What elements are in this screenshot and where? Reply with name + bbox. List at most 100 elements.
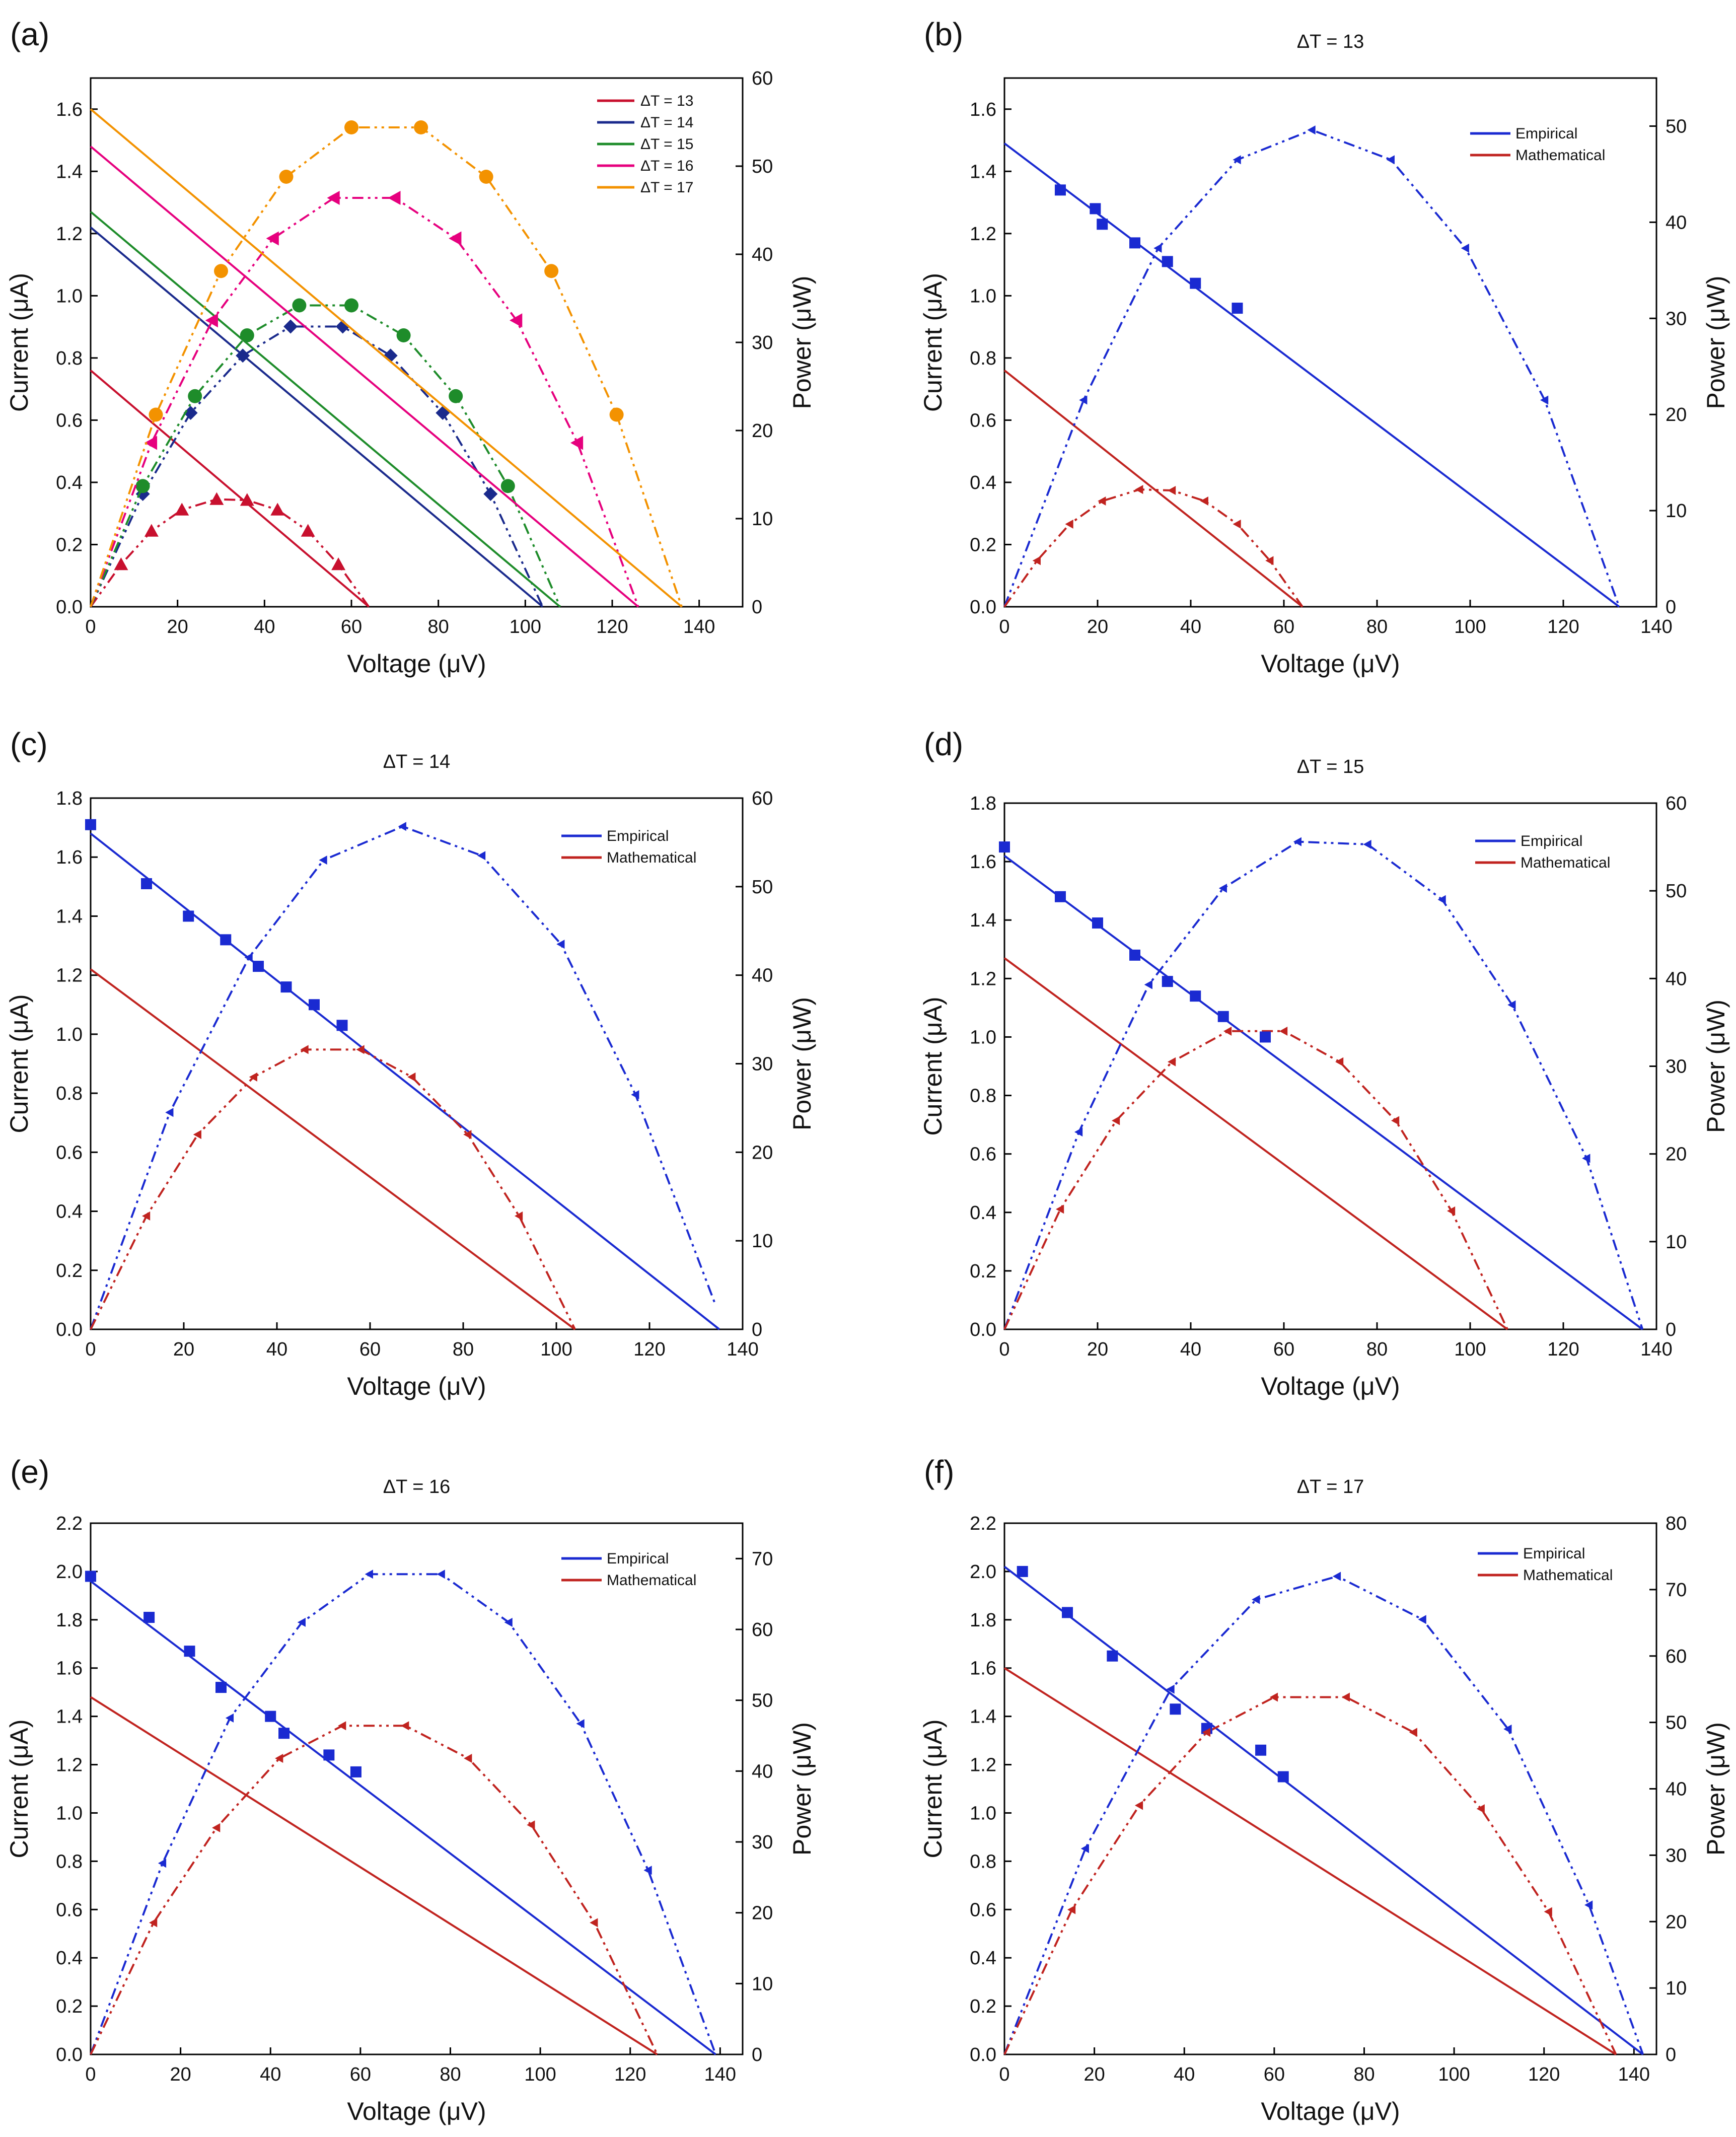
x-tick-label: 0 bbox=[85, 2064, 96, 2085]
y-tick-label: 1.0 bbox=[56, 1024, 83, 1045]
y-tick-label: 1.2 bbox=[970, 1755, 996, 1776]
x-axis-label: Voltage (μV) bbox=[1261, 2097, 1400, 2125]
y-tick-label: 1.4 bbox=[970, 161, 996, 182]
x-axis-label: Voltage (μV) bbox=[347, 650, 486, 678]
empirical-power-point bbox=[1293, 837, 1301, 846]
y2-tick-label: 50 bbox=[752, 877, 773, 898]
x-tick-label: 120 bbox=[614, 2064, 646, 2085]
y-tick-label: 0.6 bbox=[56, 1899, 83, 1920]
empirical-data-point bbox=[85, 1571, 96, 1582]
y2-tick-label: 40 bbox=[752, 965, 773, 986]
y2-tick-label: 30 bbox=[1666, 1845, 1687, 1866]
y-axis-label: Current (μA) bbox=[5, 273, 33, 412]
empirical-power-point bbox=[1153, 243, 1162, 253]
power-point bbox=[279, 170, 294, 184]
empirical-data-point bbox=[143, 1612, 155, 1623]
y2-tick-label: 10 bbox=[1666, 501, 1687, 522]
x-tick-label: 0 bbox=[999, 1339, 1009, 1360]
y2-axis-label: Power (μW) bbox=[788, 997, 816, 1130]
panel-letter: (c) bbox=[10, 726, 48, 762]
y2-axis-label: Power (μW) bbox=[788, 276, 816, 409]
y2-tick-label: 20 bbox=[1666, 1911, 1687, 1933]
x-axis-label: Voltage (μV) bbox=[347, 1372, 486, 1400]
empirical-data-point bbox=[1129, 949, 1140, 961]
y-tick-label: 0.4 bbox=[56, 1201, 83, 1223]
y2-tick-label: 30 bbox=[752, 1832, 773, 1853]
panel-title: ΔT = 15 bbox=[1297, 756, 1364, 777]
y2-tick-label: 40 bbox=[752, 1761, 773, 1782]
y-tick-label: 0.8 bbox=[56, 1851, 83, 1872]
y-tick-label: 1.0 bbox=[970, 286, 996, 307]
legend: Empirical Mathematical bbox=[1470, 125, 1605, 164]
empirical-power-point bbox=[319, 856, 327, 865]
y2-tick-label: 0 bbox=[1666, 2044, 1676, 2065]
y-tick-label: 0.4 bbox=[970, 1948, 996, 1969]
y-tick-label: 0.8 bbox=[970, 348, 996, 369]
y-tick-label: 0.4 bbox=[56, 1948, 83, 1969]
panel-letter: (d) bbox=[924, 726, 963, 762]
y-tick-label: 0.8 bbox=[970, 1851, 996, 1872]
mathematical-power-point bbox=[407, 1072, 416, 1082]
mathematical-power-point bbox=[515, 1211, 523, 1221]
y2-tick-label: 50 bbox=[752, 156, 773, 177]
empirical-data-point bbox=[1092, 917, 1103, 929]
empirical-data-point bbox=[323, 1749, 335, 1761]
power-point bbox=[327, 191, 340, 205]
x-tick-label: 120 bbox=[1547, 1339, 1579, 1360]
y-tick-label: 2.0 bbox=[970, 1561, 996, 1583]
empirical-data-point bbox=[1107, 1650, 1118, 1662]
legend-label: Empirical bbox=[1521, 833, 1582, 849]
y-tick-label: 1.0 bbox=[56, 286, 83, 307]
panel-title: ΔT = 16 bbox=[383, 1476, 450, 1498]
y-tick-label: 1.4 bbox=[56, 161, 83, 182]
empirical-data-point bbox=[220, 934, 232, 946]
y-tick-label: 0.4 bbox=[56, 472, 83, 493]
empirical-power-point bbox=[1540, 395, 1549, 405]
y2-tick-label: 0 bbox=[752, 597, 762, 618]
empirical-power-point bbox=[225, 1713, 234, 1723]
y-tick-label: 0.6 bbox=[56, 410, 83, 431]
empirical-power-point bbox=[1461, 243, 1469, 253]
empirical-power-point bbox=[1507, 1000, 1516, 1010]
power-point bbox=[236, 348, 250, 363]
y2-tick-label: 20 bbox=[752, 420, 773, 442]
empirical-data-point bbox=[1170, 1703, 1181, 1715]
y2-tick-label: 30 bbox=[752, 332, 773, 353]
empirical-data-point bbox=[253, 961, 264, 972]
empirical-data-point bbox=[280, 981, 292, 993]
mathematical-current-line bbox=[90, 968, 576, 1330]
empirical-power-point bbox=[1503, 1724, 1512, 1734]
empirical-power-point bbox=[556, 940, 565, 949]
y-tick-label: 2.2 bbox=[56, 1513, 83, 1534]
y-tick-label: 0.4 bbox=[970, 472, 996, 493]
legend: ΔT = 13 ΔT = 14 ΔT = 15 ΔT = 16 ΔT = 17 bbox=[597, 93, 693, 196]
panel-letter: (e) bbox=[10, 1454, 49, 1490]
y-tick-label: 1.4 bbox=[970, 1706, 996, 1728]
y2-tick-label: 60 bbox=[752, 788, 773, 809]
mathematical-current-line bbox=[1003, 1667, 1617, 2055]
y-tick-label: 0.6 bbox=[56, 1142, 83, 1163]
legend-label: Empirical bbox=[1523, 1545, 1585, 1562]
y-tick-label: 1.4 bbox=[970, 910, 996, 931]
x-tick-label: 20 bbox=[170, 2064, 191, 2085]
y2-axis-label: Power (μW) bbox=[1702, 276, 1730, 409]
plot-frame bbox=[90, 1522, 744, 2055]
y-tick-label: 0.2 bbox=[56, 534, 83, 555]
empirical-data-point bbox=[141, 878, 152, 889]
y-tick-label: 0.6 bbox=[970, 1899, 996, 1920]
mathematical-power-point bbox=[1409, 1728, 1417, 1737]
panel-a: (a)0 20 40 60 80 100 120 1400.00.20.40.60.81.01… bbox=[5, 16, 816, 678]
x-tick-label: 40 bbox=[1174, 2064, 1195, 2085]
empirical-data-point bbox=[1162, 976, 1173, 987]
legend-label: ΔT = 14 bbox=[640, 114, 693, 131]
x-tick-label: 0 bbox=[999, 2064, 1009, 2085]
mathematical-power-point bbox=[1135, 485, 1143, 494]
legend: Empirical Mathematical bbox=[1475, 833, 1610, 871]
power-point bbox=[510, 313, 523, 328]
x-tick-label: 140 bbox=[1640, 616, 1672, 637]
y2-tick-label: 0 bbox=[1666, 597, 1676, 618]
legend-label: ΔT = 13 bbox=[640, 93, 693, 109]
panel-c: (c) ΔT = 140 20 40 60 80 100 120 1400.00.20.40.6… bbox=[5, 726, 816, 1400]
y-tick-label: 0.0 bbox=[970, 2044, 996, 2065]
